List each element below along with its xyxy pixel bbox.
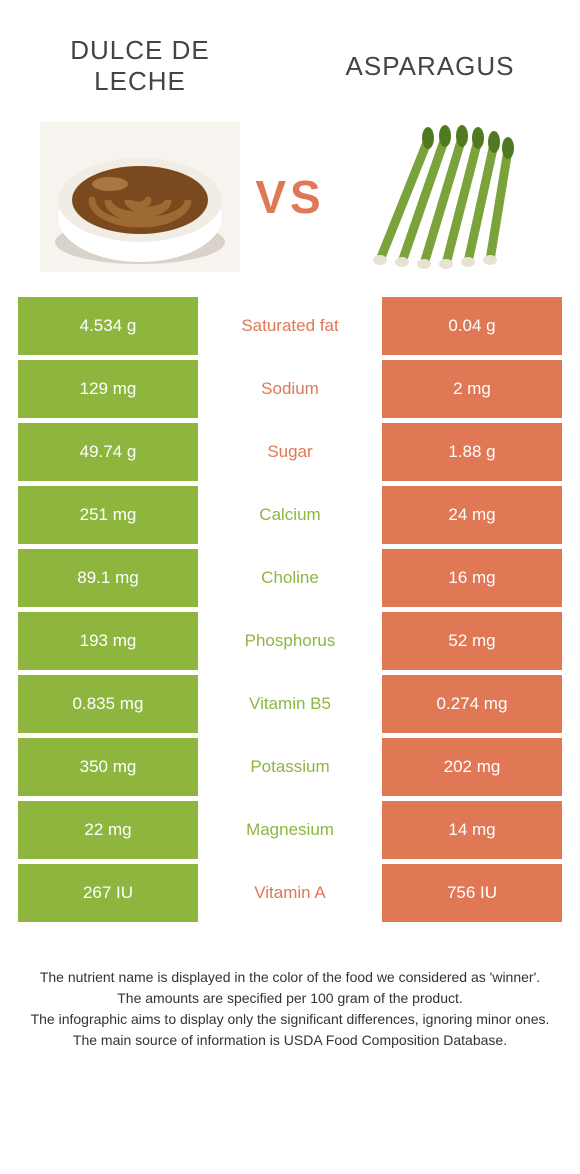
value-left: 193 mg	[18, 612, 198, 670]
value-left: 350 mg	[18, 738, 198, 796]
nutrient-row: 193 mgPhosphorus52 mg	[18, 612, 562, 670]
value-left: 49.74 g	[18, 423, 198, 481]
value-right: 24 mg	[382, 486, 562, 544]
value-right: 1.88 g	[382, 423, 562, 481]
nutrient-row: 267 IUVitamin A756 IU	[18, 864, 562, 922]
value-left: 22 mg	[18, 801, 198, 859]
comparison-table: 4.534 gSaturated fat0.04 g129 mgSodium2 …	[18, 297, 562, 922]
footer-notes: The nutrient name is displayed in the co…	[0, 927, 580, 1071]
nutrient-label: Sugar	[198, 423, 382, 481]
nutrient-label: Saturated fat	[198, 297, 382, 355]
value-right: 0.04 g	[382, 297, 562, 355]
vs-text: VS	[255, 170, 324, 224]
value-right: 0.274 mg	[382, 675, 562, 733]
value-left: 4.534 g	[18, 297, 198, 355]
value-right: 756 IU	[382, 864, 562, 922]
food-left-title: DULCE DE LECHE	[50, 35, 230, 97]
food-right-title: ASPARAGUS	[330, 51, 530, 82]
header: DULCE DE LECHE ASPARAGUS	[0, 0, 580, 122]
images-row: VS	[0, 122, 580, 297]
value-right: 202 mg	[382, 738, 562, 796]
value-right: 14 mg	[382, 801, 562, 859]
value-left: 267 IU	[18, 864, 198, 922]
nutrient-label: Vitamin A	[198, 864, 382, 922]
value-right: 2 mg	[382, 360, 562, 418]
value-left: 89.1 mg	[18, 549, 198, 607]
value-left: 251 mg	[18, 486, 198, 544]
value-right: 16 mg	[382, 549, 562, 607]
footer-line: The amounts are specified per 100 gram o…	[30, 988, 550, 1009]
nutrient-label: Magnesium	[198, 801, 382, 859]
food-left-image	[40, 122, 240, 272]
nutrient-label: Phosphorus	[198, 612, 382, 670]
nutrient-label: Calcium	[198, 486, 382, 544]
nutrient-row: 4.534 gSaturated fat0.04 g	[18, 297, 562, 355]
nutrient-label: Sodium	[198, 360, 382, 418]
value-left: 129 mg	[18, 360, 198, 418]
value-right: 52 mg	[382, 612, 562, 670]
nutrient-row: 0.835 mgVitamin B50.274 mg	[18, 675, 562, 733]
nutrient-row: 89.1 mgCholine16 mg	[18, 549, 562, 607]
footer-line: The main source of information is USDA F…	[30, 1030, 550, 1051]
nutrient-label: Potassium	[198, 738, 382, 796]
footer-line: The infographic aims to display only the…	[30, 1009, 550, 1030]
nutrient-row: 129 mgSodium2 mg	[18, 360, 562, 418]
nutrient-row: 350 mgPotassium202 mg	[18, 738, 562, 796]
nutrient-row: 22 mgMagnesium14 mg	[18, 801, 562, 859]
footer-line: The nutrient name is displayed in the co…	[30, 967, 550, 988]
food-right-image	[340, 122, 540, 272]
nutrient-row: 251 mgCalcium24 mg	[18, 486, 562, 544]
nutrient-row: 49.74 gSugar1.88 g	[18, 423, 562, 481]
nutrient-label: Vitamin B5	[198, 675, 382, 733]
value-left: 0.835 mg	[18, 675, 198, 733]
nutrient-label: Choline	[198, 549, 382, 607]
